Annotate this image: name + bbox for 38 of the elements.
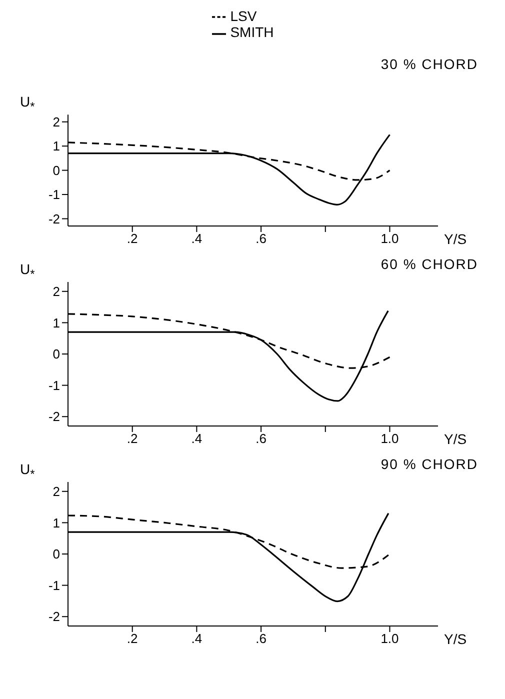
y-axis-title: U$_{*}$ <box>20 261 36 281</box>
x-tick-label: 1.0 <box>380 231 399 246</box>
x-axis-title: Y/S <box>444 631 467 647</box>
x-tick-label: .2 <box>126 231 138 246</box>
x-tick-label: .4 <box>191 631 202 646</box>
x-tick-label: .4 <box>191 231 202 246</box>
legend-label: LSV <box>230 8 257 24</box>
chart-title: 30 % CHORD <box>380 56 478 72</box>
y-axis-title: U$_{*}$ <box>20 461 36 481</box>
x-tick-label: .2 <box>126 631 138 646</box>
chart-title: 90 % CHORD <box>380 456 478 472</box>
y-tick-label: 1 <box>52 515 60 530</box>
x-tick-label: 1.0 <box>380 431 399 446</box>
y-tick-label: 2 <box>52 114 60 130</box>
legend-label: SMITH <box>230 24 274 40</box>
y-axis-title: U$_{*}$ <box>20 94 36 114</box>
y-tick-label: -1 <box>48 187 60 202</box>
x-axis-title: Y/S <box>444 431 467 447</box>
y-tick-label: -1 <box>48 578 60 593</box>
y-tick-label: 0 <box>52 346 60 362</box>
x-axis-title: Y/S <box>444 231 467 247</box>
y-tick-label: 0 <box>52 162 60 178</box>
y-tick-label: -2 <box>48 609 60 624</box>
x-tick-label: .6 <box>256 231 266 246</box>
y-tick-label: 1 <box>52 138 60 154</box>
x-tick-label: .6 <box>256 631 266 646</box>
y-tick-label: -2 <box>48 211 60 226</box>
x-tick-label: .6 <box>256 431 266 446</box>
x-tick-label: .4 <box>191 431 202 446</box>
y-tick-label: -1 <box>48 378 60 393</box>
chart-title: 60 % CHORD <box>380 256 478 272</box>
y-tick-label: 2 <box>52 284 60 300</box>
x-tick-label: .2 <box>126 431 138 446</box>
y-tick-label: 1 <box>52 315 60 330</box>
x-tick-label: 1.0 <box>380 631 399 646</box>
y-tick-label: -2 <box>48 409 60 424</box>
y-tick-label: 2 <box>52 484 60 500</box>
y-tick-label: 0 <box>52 546 60 562</box>
